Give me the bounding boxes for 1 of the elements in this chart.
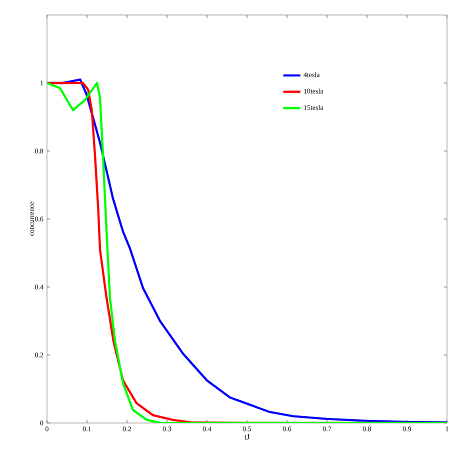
x-axis-title: tJ bbox=[244, 434, 250, 440]
